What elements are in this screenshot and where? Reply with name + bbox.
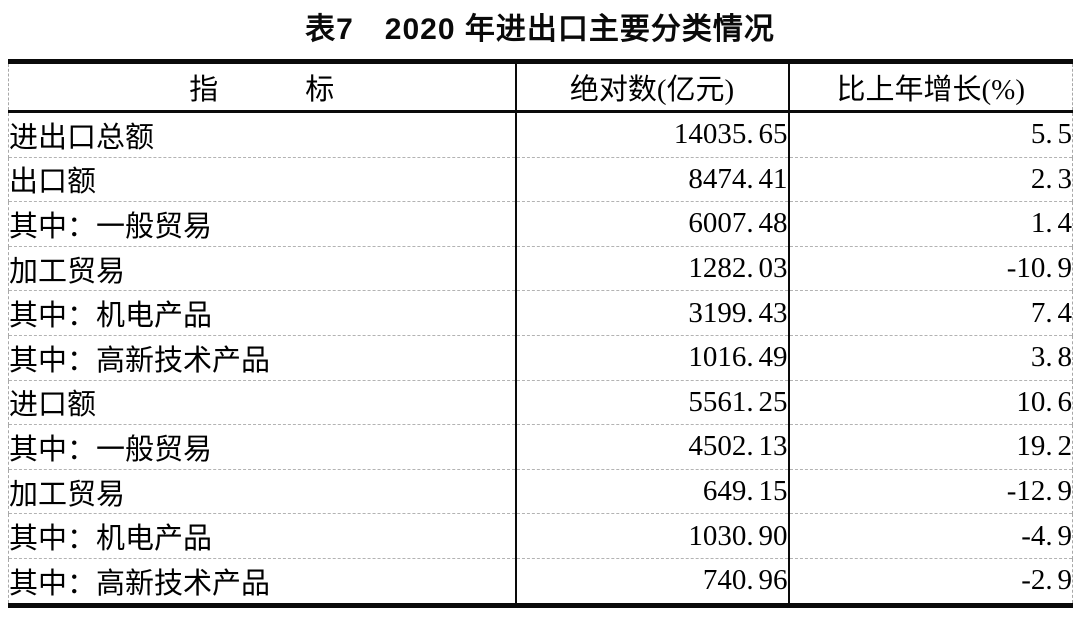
absolute-value-cell: 1016. 49 bbox=[515, 334, 790, 381]
imports-exports-table: 指 标 绝对数(亿元) 比上年增长(%) 进出口总额 14035. 65 5. … bbox=[8, 59, 1073, 608]
indicator-cell: 其中：一般贸易 bbox=[8, 201, 517, 247]
growth-value-cell: 7. 4 bbox=[788, 290, 1073, 336]
table-row: 进出口总额 14035. 65 5. 5 bbox=[8, 111, 1073, 158]
absolute-value-cell: 14035. 65 bbox=[515, 111, 790, 158]
absolute-value-cell: 649. 15 bbox=[515, 468, 790, 514]
table-header: 指 标 绝对数(亿元) 比上年增长(%) bbox=[8, 61, 1073, 113]
table-title: 表7 2020 年进出口主要分类情况 bbox=[305, 13, 775, 46]
table-row: 进口额 5561. 25 10. 6 bbox=[8, 379, 1073, 425]
table-row: 加工贸易 1282. 03 -10. 9 bbox=[8, 245, 1073, 291]
table-row: 其中：机电产品 3199. 43 7. 4 bbox=[8, 290, 1073, 336]
indicator-cell: 其中：一般贸易 bbox=[8, 424, 517, 470]
absolute-value-cell: 5561. 25 bbox=[515, 379, 790, 425]
indicator-cell: 加工贸易 bbox=[8, 245, 517, 291]
table-row: 加工贸易 649. 15 -12. 9 bbox=[8, 468, 1073, 514]
table-row: 其中：一般贸易 6007. 48 1. 4 bbox=[8, 201, 1073, 247]
table-row: 其中：高新技术产品 1016. 49 3. 8 bbox=[8, 334, 1073, 381]
growth-value-cell: 10. 6 bbox=[788, 379, 1073, 425]
absolute-value-cell: 4502. 13 bbox=[515, 424, 790, 470]
table-row: 其中：高新技术产品 740. 96 -2. 9 bbox=[8, 557, 1073, 606]
header-growth: 比上年增长(%) bbox=[788, 61, 1073, 113]
growth-value-cell: 2. 3 bbox=[788, 156, 1073, 202]
absolute-value-cell: 1030. 90 bbox=[515, 513, 790, 559]
table-row: 其中：一般贸易 4502. 13 19. 2 bbox=[8, 424, 1073, 470]
header-indicator: 指 标 bbox=[8, 61, 517, 113]
indicator-cell: 其中：机电产品 bbox=[8, 290, 517, 336]
header-row: 指 标 绝对数(亿元) 比上年增长(%) bbox=[8, 61, 1073, 113]
indicator-cell: 出口额 bbox=[8, 156, 517, 202]
table-row: 出口额 8474. 41 2. 3 bbox=[8, 156, 1073, 202]
indicator-cell: 其中：机电产品 bbox=[8, 513, 517, 559]
table-body: 进出口总额 14035. 65 5. 5 出口额 8474. 41 2. 3 其… bbox=[8, 111, 1073, 606]
growth-value-cell: 5. 5 bbox=[788, 111, 1073, 158]
growth-value-cell: -10. 9 bbox=[788, 245, 1073, 291]
growth-value-cell: 19. 2 bbox=[788, 424, 1073, 470]
absolute-value-cell: 740. 96 bbox=[515, 557, 790, 606]
indicator-cell: 加工贸易 bbox=[8, 468, 517, 514]
absolute-value-cell: 8474. 41 bbox=[515, 156, 790, 202]
growth-value-cell: -12. 9 bbox=[788, 468, 1073, 514]
table-row: 其中：机电产品 1030. 90 -4. 9 bbox=[8, 513, 1073, 559]
growth-value-cell: -2. 9 bbox=[788, 557, 1073, 606]
growth-value-cell: 1. 4 bbox=[788, 201, 1073, 247]
growth-value-cell: 3. 8 bbox=[788, 334, 1073, 381]
indicator-cell: 其中：高新技术产品 bbox=[8, 334, 517, 381]
absolute-value-cell: 3199. 43 bbox=[515, 290, 790, 336]
absolute-value-cell: 1282. 03 bbox=[515, 245, 790, 291]
indicator-cell: 进口额 bbox=[8, 379, 517, 425]
indicator-cell: 其中：高新技术产品 bbox=[8, 557, 517, 606]
growth-value-cell: -4. 9 bbox=[788, 513, 1073, 559]
indicator-cell: 进出口总额 bbox=[8, 111, 517, 158]
header-absolute-value: 绝对数(亿元) bbox=[515, 61, 790, 113]
absolute-value-cell: 6007. 48 bbox=[515, 201, 790, 247]
